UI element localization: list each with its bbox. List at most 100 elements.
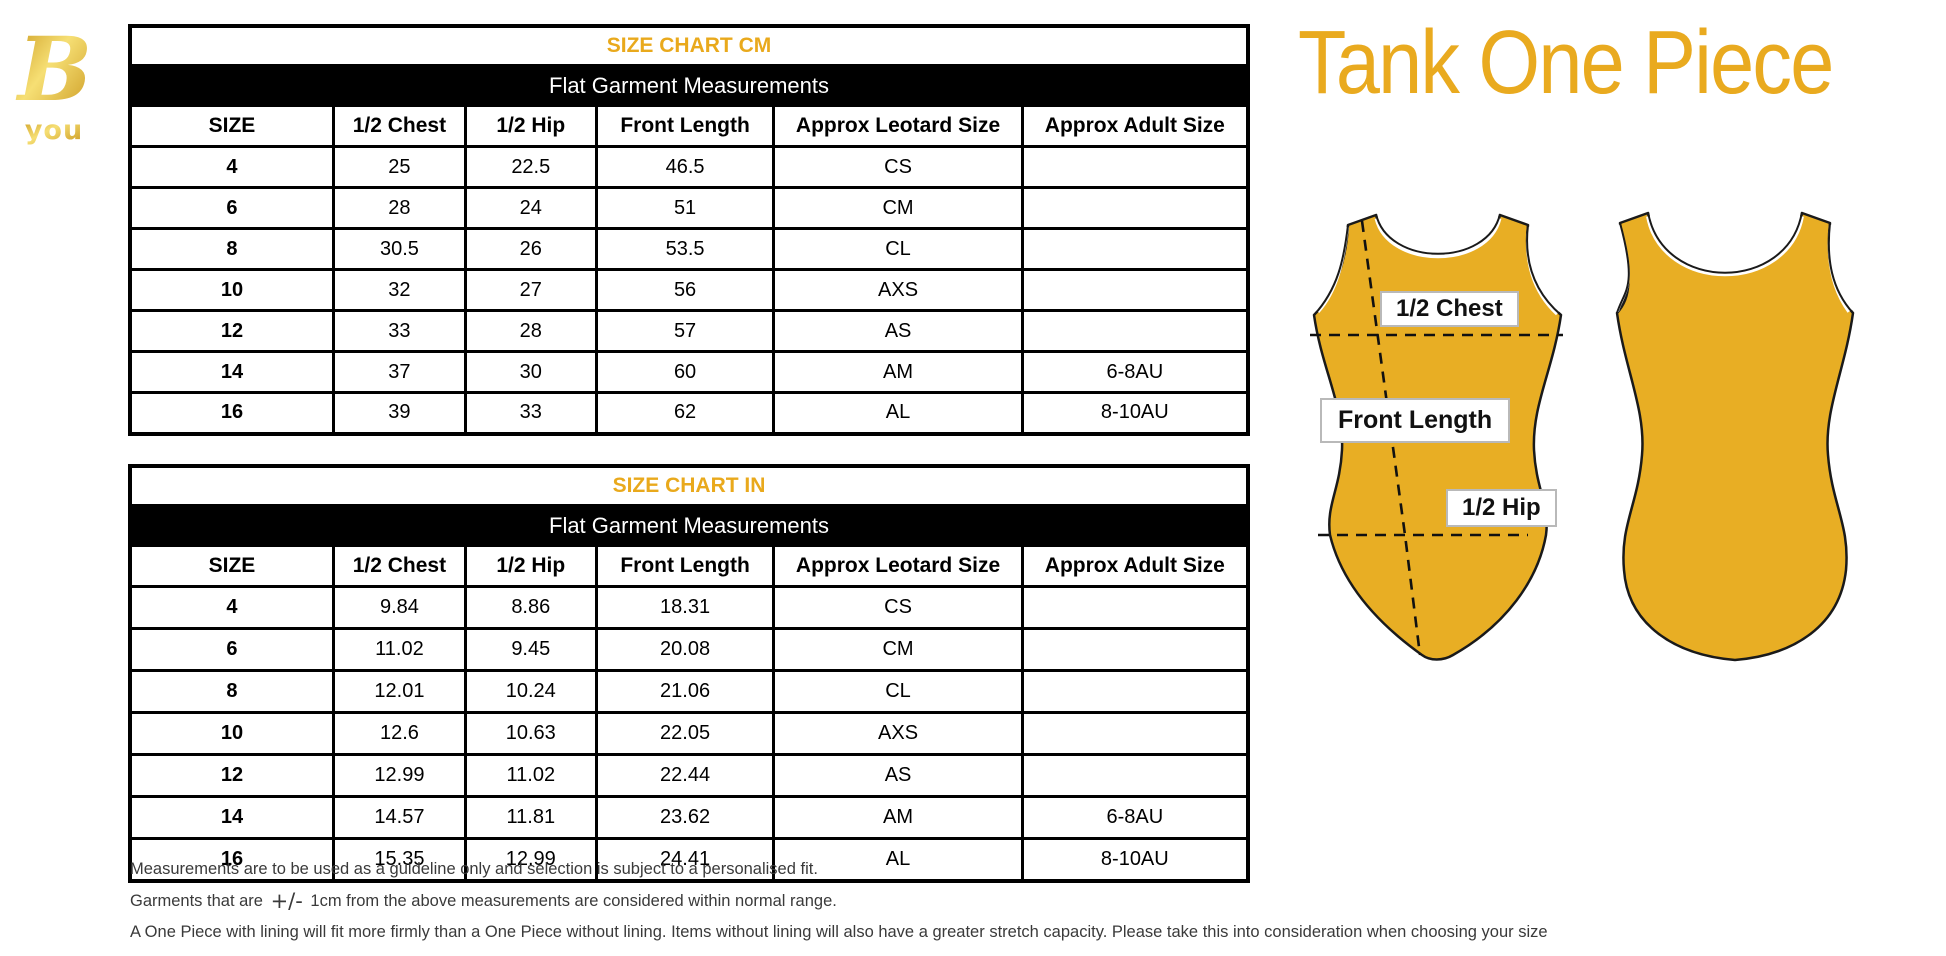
- table-cell: 20.08: [594, 627, 776, 672]
- table-cell: 8: [128, 227, 335, 271]
- table-row: 16 39 33 62 AL 8-10AU: [128, 391, 1250, 435]
- table-row: 4 25 22.5 46.5 CS: [128, 145, 1250, 189]
- front-length-measure-line: [1360, 220, 1422, 656]
- table-cell: 14.57: [331, 795, 467, 840]
- table-cell: 4: [128, 145, 335, 189]
- footnote-line-3: A One Piece with lining will fit more fi…: [130, 923, 1548, 941]
- footnotes: Measurements are to be used as a guideli…: [130, 860, 1870, 952]
- armhole-trim-left: [1613, 224, 1630, 312]
- table-cell: 28: [331, 186, 467, 230]
- column-header: Approx Adult Size: [1020, 104, 1250, 148]
- chart-title-row: SIZE CHART CM: [128, 24, 1250, 67]
- table-cell: 60: [594, 350, 776, 394]
- column-header: SIZE: [128, 544, 335, 588]
- table-cell: 24.41: [594, 837, 776, 882]
- table-cell: 24: [463, 186, 598, 230]
- footnote-line-1: Measurements are to be used as a guideli…: [130, 860, 818, 878]
- table-cell: 12.01: [331, 669, 467, 714]
- column-header: Approx Adult Size: [1020, 544, 1250, 588]
- table-cell: CS: [772, 585, 1024, 630]
- plus-minus-symbol: +/-: [270, 889, 303, 913]
- table-cell: 10: [128, 711, 335, 756]
- table-row: 10 12.6 10.63 22.05 AXS: [128, 711, 1250, 756]
- table-row: 14 37 30 60 AM 6-8AU: [128, 350, 1250, 394]
- table-cell: [1020, 268, 1250, 312]
- table-row: 8 12.01 10.24 21.06 CL: [128, 669, 1250, 714]
- table-cell: 6-8AU: [1020, 350, 1250, 394]
- column-header-row: SIZE 1/2 Chest 1/2 Hip Front Length Approx L…: [128, 104, 1250, 148]
- table-cell: 9.84: [331, 585, 467, 630]
- table-cell: 22.5: [463, 145, 598, 189]
- chart-subtitle: Flat Garment Measurements: [128, 64, 1250, 107]
- table-cell: 33: [463, 391, 598, 435]
- table-cell: 62: [594, 391, 776, 435]
- table-cell: [1020, 669, 1250, 714]
- table-cell: AXS: [772, 268, 1024, 312]
- table-cell: 6: [128, 186, 335, 230]
- table-cell: 33: [331, 309, 467, 353]
- table-cell: 37: [331, 350, 467, 394]
- table-cell: [1020, 585, 1250, 630]
- table-cell: 12.99: [463, 837, 598, 882]
- size-chart-in-table: SIZE CHART IN Flat Garment Measurements …: [128, 464, 1250, 883]
- table-cell: 53.5: [594, 227, 776, 271]
- column-header: Front Length: [594, 544, 776, 588]
- table-row: 12 33 28 57 AS: [128, 309, 1250, 353]
- table-cell: 46.5: [594, 145, 776, 189]
- table-cell: 6-8AU: [1020, 795, 1250, 840]
- table-cell: 12: [128, 753, 335, 798]
- table-cell: 30: [463, 350, 598, 394]
- table-cell: AXS: [772, 711, 1024, 756]
- table-cell: 56: [594, 268, 776, 312]
- table-cell: CL: [772, 669, 1024, 714]
- table-cell: 27: [463, 268, 598, 312]
- table-cell: 6: [128, 627, 335, 672]
- logo-letter: B: [15, 18, 92, 121]
- table-cell: [1020, 627, 1250, 672]
- table-cell: [1020, 145, 1250, 189]
- column-header: Approx Leotard Size: [772, 104, 1024, 148]
- table-cell: CM: [772, 627, 1024, 672]
- table-cell: 4: [128, 585, 335, 630]
- table-row: 6 28 24 51 CM: [128, 186, 1250, 230]
- logo-word: you: [25, 115, 83, 146]
- table-row: 14 14.57 11.81 23.62 AM 6-8AU: [128, 795, 1250, 840]
- table-row: 12 12.99 11.02 22.44 AS: [128, 753, 1250, 798]
- table-cell: [1020, 309, 1250, 353]
- neckline-outline: [1647, 211, 1803, 274]
- table-cell: 10.24: [463, 669, 598, 714]
- table-cell: 12: [128, 309, 335, 353]
- footnote-line-2: Garments that are +/- 1cm from the above…: [130, 889, 837, 913]
- table-row: 16 15.35 12.99 24.41 AL 8-10AU: [128, 837, 1250, 882]
- chart-subtitle-row: Flat Garment Measurements: [128, 504, 1250, 547]
- chart-subtitle: Flat Garment Measurements: [128, 504, 1250, 547]
- product-title: Tank One Piece: [1298, 13, 1834, 113]
- table-cell: 16: [128, 837, 335, 882]
- table-cell: 11.02: [463, 753, 598, 798]
- table-cell: 8: [128, 669, 335, 714]
- table-cell: 10: [128, 268, 335, 312]
- table-cell: 10.63: [463, 711, 598, 756]
- table-cell: 8-10AU: [1020, 837, 1250, 882]
- table-cell: 23.62: [594, 795, 776, 840]
- table-row: 6 11.02 9.45 20.08 CM: [128, 627, 1250, 672]
- measurement-label-hip: 1/2 Hip: [1446, 489, 1557, 527]
- column-header-row: SIZE 1/2 Chest 1/2 Hip Front Length Approx L…: [128, 544, 1250, 588]
- table-cell: 21.06: [594, 669, 776, 714]
- size-chart-cm-table: SIZE CHART CM Flat Garment Measurements …: [128, 24, 1250, 436]
- leotard-back-body: [1615, 211, 1855, 662]
- table-row: 4 9.84 8.86 18.31 CS: [128, 585, 1250, 630]
- table-cell: [1020, 227, 1250, 271]
- table-cell: 14: [128, 350, 335, 394]
- table-cell: 22.05: [594, 711, 776, 756]
- table-cell: 28: [463, 309, 598, 353]
- neckline-outline: [1375, 213, 1501, 255]
- table-cell: 25: [331, 145, 467, 189]
- table-cell: 39: [331, 391, 467, 435]
- table-cell: 11.02: [331, 627, 467, 672]
- chart-title-row: SIZE CHART IN: [128, 464, 1250, 507]
- table-cell: 18.31: [594, 585, 776, 630]
- table-cell: AS: [772, 753, 1024, 798]
- table-cell: 8-10AU: [1020, 391, 1250, 435]
- column-header: Approx Leotard Size: [772, 544, 1024, 588]
